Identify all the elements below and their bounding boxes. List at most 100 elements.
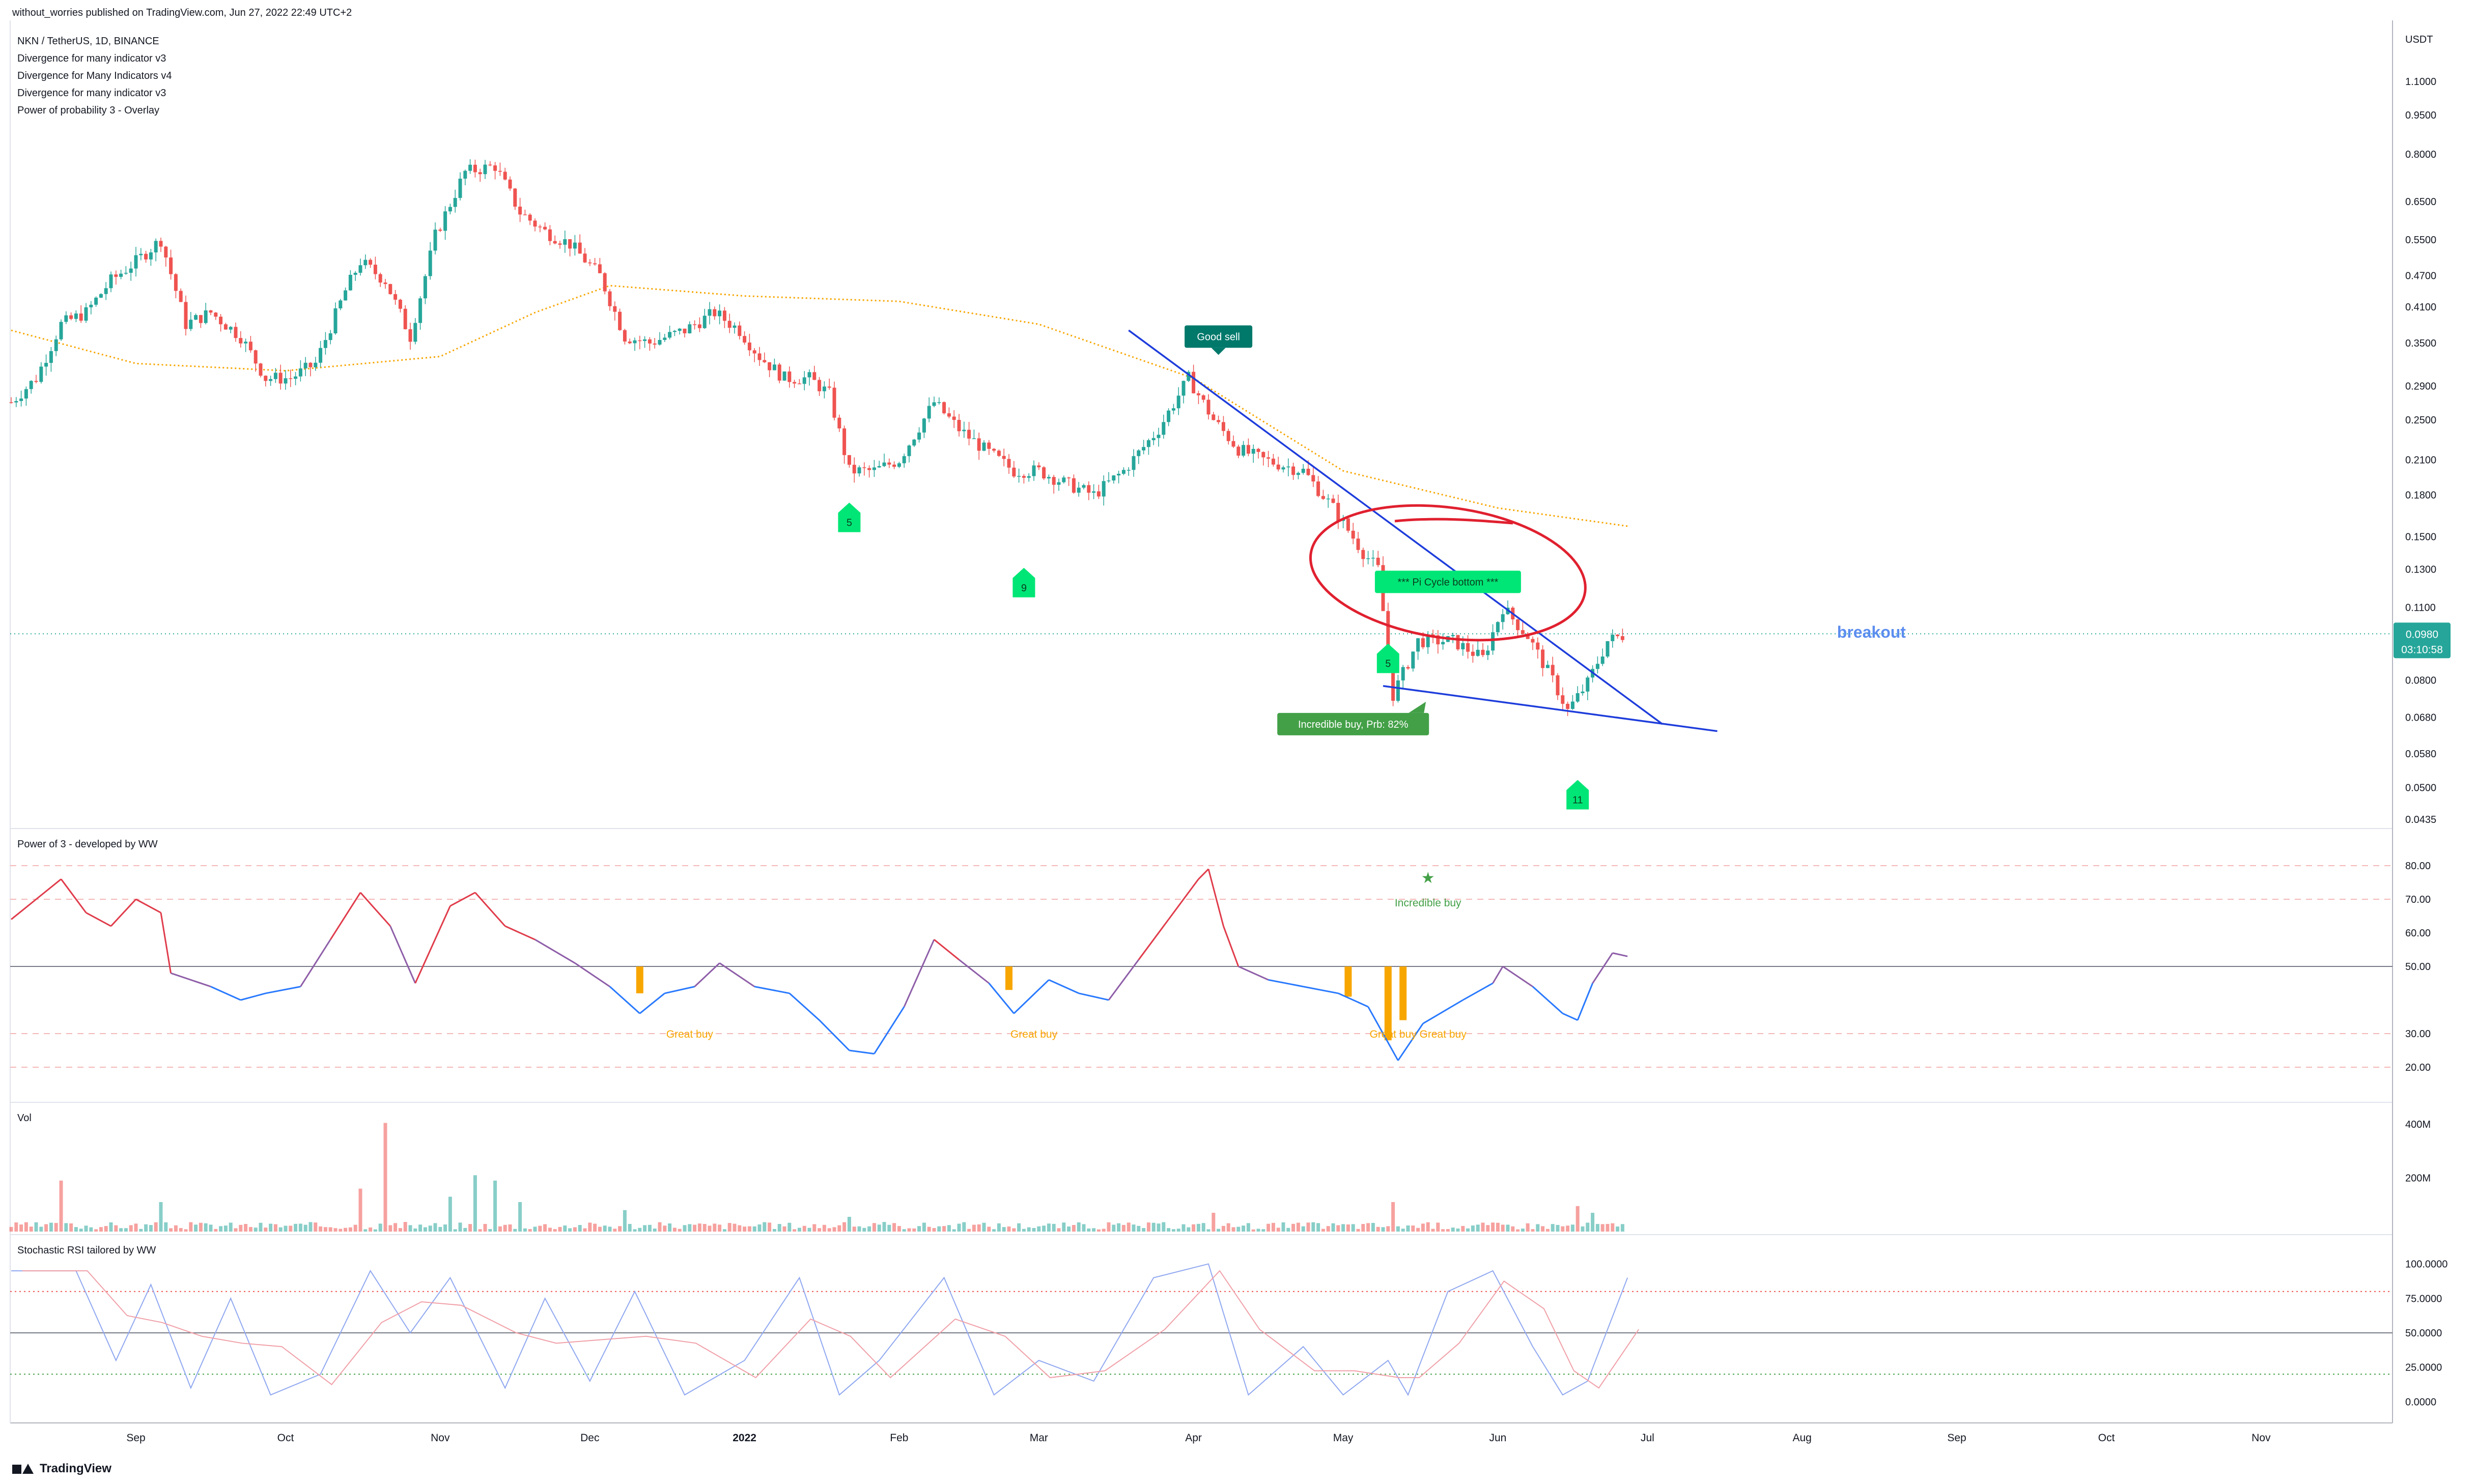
candle-body: [1261, 452, 1265, 458]
volume-bar: [548, 1228, 552, 1232]
indicator-divergence-v4[interactable]: Divergence for Many Indicators v4: [17, 70, 172, 81]
power3-line-segment: [1562, 1013, 1578, 1021]
candle-body: [328, 333, 332, 340]
candle-body: [523, 214, 527, 216]
stochrsi-k-line: [11, 1263, 1628, 1396]
volume-bar: [688, 1224, 692, 1232]
volume-bar: [1501, 1224, 1505, 1232]
candle-body: [1491, 632, 1495, 651]
candle-body: [1616, 635, 1620, 637]
candle-body: [797, 383, 801, 385]
candle-body: [1431, 634, 1435, 636]
candle-body: [323, 340, 327, 348]
candle-body: [672, 331, 677, 332]
candle-body: [378, 274, 382, 283]
candle-body: [743, 336, 747, 343]
volume-bar: [743, 1226, 747, 1232]
candle-body: [877, 466, 881, 468]
volume-bar: [1545, 1229, 1550, 1232]
candle-body: [159, 241, 163, 247]
candle-body: [583, 253, 587, 263]
volume-bar: [563, 1225, 567, 1232]
indicator-divergence-v3[interactable]: Divergence for many indicator v3: [17, 53, 166, 64]
volume-bar: [149, 1225, 153, 1232]
candle-body: [733, 325, 737, 328]
volume-bar: [1566, 1225, 1570, 1232]
volume-bar: [797, 1228, 801, 1232]
power3-line-segment: [1013, 979, 1050, 1014]
candle-body: [1426, 634, 1430, 647]
volume-bar: [772, 1229, 776, 1232]
volume-bar: [603, 1225, 607, 1232]
volume-bar: [1536, 1224, 1540, 1232]
candle-body: [289, 378, 293, 379]
volume-bar: [144, 1224, 148, 1232]
volume-bar: [648, 1224, 652, 1232]
power3-pane-title[interactable]: Power of 3 - developed by WW: [17, 839, 158, 850]
candle-body: [1376, 557, 1380, 565]
volume-bar: [1087, 1228, 1091, 1232]
symbol-title[interactable]: NKN / TetherUS, 1D, BINANCE: [17, 36, 159, 47]
candle-body: [493, 165, 497, 171]
volume-bar: [1127, 1222, 1131, 1232]
great-buy-label: Great buy: [666, 1029, 714, 1040]
candle-body: [1551, 665, 1555, 676]
power3-line-segment: [1502, 965, 1533, 987]
power3-line-segment: [135, 898, 161, 914]
volume-bar: [782, 1226, 786, 1232]
volume-bar: [1062, 1222, 1066, 1232]
volume-bar: [139, 1229, 143, 1232]
candle-body: [423, 276, 427, 299]
signal-count-tag: [1012, 567, 1035, 597]
tradingview-brand[interactable]: TradingView: [12, 1460, 111, 1478]
volume-bar: [89, 1227, 93, 1232]
volume-bar: [1586, 1222, 1590, 1232]
candle-body: [533, 220, 537, 227]
volume-bar: [1112, 1224, 1116, 1232]
candle-body: [248, 341, 252, 351]
price-tick-label: 0.6500: [2405, 196, 2436, 208]
time-tick-label: Aug: [1793, 1432, 1812, 1444]
candle-body: [24, 389, 28, 399]
candle-body: [1321, 496, 1325, 499]
volume-bar: [653, 1229, 657, 1232]
volume-bar: [124, 1228, 128, 1232]
price-tick-label: 0.0580: [2405, 749, 2436, 760]
volume-bar: [1236, 1226, 1241, 1232]
volume-bar: [9, 1226, 13, 1232]
volume-bar: [333, 1228, 337, 1232]
candle-body: [593, 263, 597, 265]
candle-body: [104, 288, 108, 294]
candle-body: [573, 242, 577, 249]
indicator-power-overlay[interactable]: Power of probability 3 - Overlay: [17, 105, 160, 116]
candle-body: [558, 243, 562, 245]
power3-line-segment: [988, 983, 1015, 1014]
power3-line-segment: [300, 939, 331, 987]
power3-line-segment: [1612, 952, 1628, 957]
candle-body: [872, 467, 876, 470]
signal-count-label: 9: [1021, 583, 1027, 594]
volume-pane-title[interactable]: Vol: [17, 1112, 32, 1124]
annotation-pointer: [1409, 701, 1426, 713]
candle-body: [1486, 650, 1490, 655]
candle-body: [568, 239, 572, 249]
volume-bar: [1595, 1224, 1599, 1232]
volume-bar: [672, 1228, 677, 1232]
candle-body: [987, 442, 991, 449]
annotation-pointer: [1211, 348, 1226, 355]
volume-bar: [757, 1224, 762, 1232]
power3-line-segment: [414, 905, 451, 984]
volume-bar: [488, 1229, 492, 1232]
volume-bar: [214, 1229, 218, 1232]
volume-bar: [339, 1229, 343, 1232]
stochrsi-pane-title[interactable]: Stochastic RSI tailored by WW: [17, 1245, 156, 1256]
volume-bar: [847, 1217, 851, 1232]
volume-tick-label: 400M: [2405, 1119, 2431, 1130]
candle-body: [708, 309, 712, 316]
volume-bar: [129, 1225, 133, 1232]
power3-line-segment: [1238, 965, 1269, 981]
candle-body: [1481, 649, 1485, 655]
indicator-divergence-v3-second[interactable]: Divergence for many indicator v3: [17, 88, 166, 99]
candle-body: [1212, 414, 1216, 420]
